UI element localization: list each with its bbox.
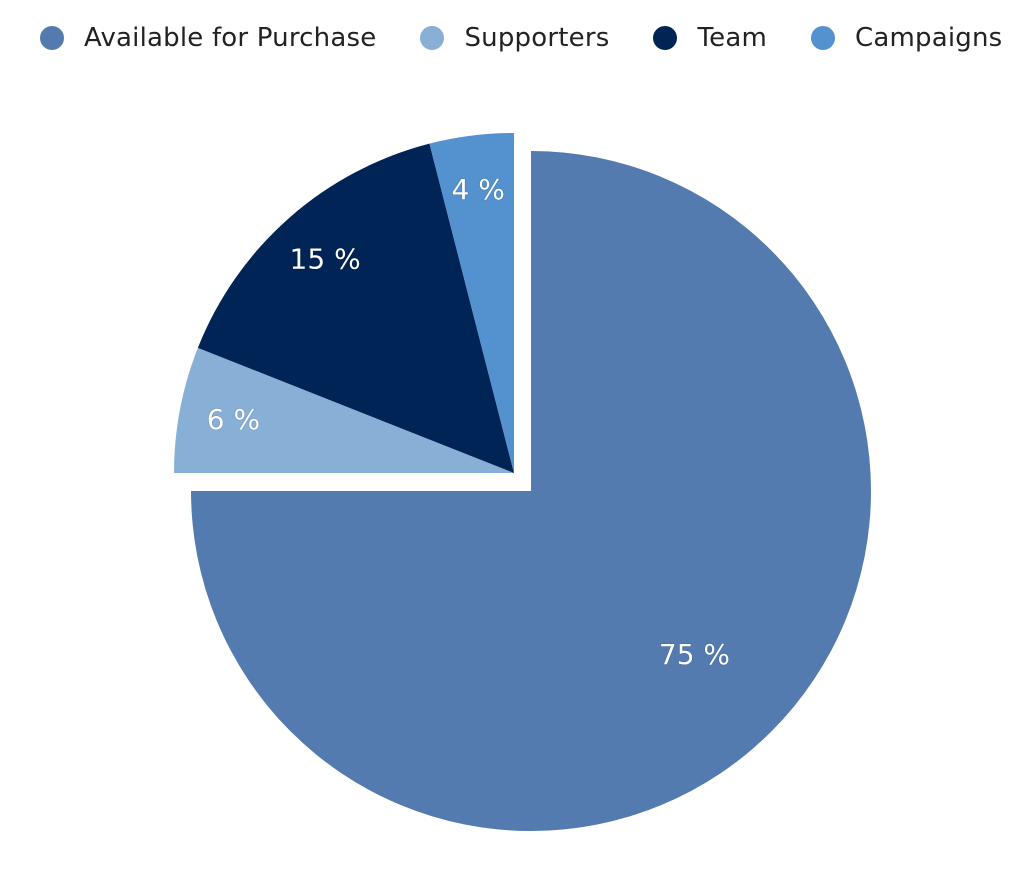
chart-legend: Available for Purchase Supporters Team C… <box>40 18 1002 58</box>
legend-item-team[interactable]: Team <box>653 23 767 53</box>
legend-item-campaigns[interactable]: Campaigns <box>810 23 1003 53</box>
pie-slice-label: 15 % <box>290 242 361 275</box>
legend-label: Campaigns <box>854 23 1003 53</box>
legend-swatch <box>420 26 445 50</box>
legend-label: Available for Purchase <box>84 23 377 53</box>
legend-item-available-for-purchase[interactable]: Available for Purchase <box>40 23 376 53</box>
legend-item-supporters[interactable]: Supporters <box>420 23 609 53</box>
pie-slice-campaigns[interactable] <box>429 133 514 473</box>
legend-swatch <box>653 26 678 50</box>
pie-slice-label: 6 % <box>207 403 260 436</box>
legend-label: Supporters <box>464 23 610 53</box>
pie-slice-label: 75 % <box>659 638 730 671</box>
pie-slice-supporters[interactable] <box>174 347 514 473</box>
pie-slice-available-for-purchase[interactable] <box>191 151 871 831</box>
legend-swatch <box>810 26 835 50</box>
legend-swatch <box>40 26 64 50</box>
pie-slice-team[interactable] <box>197 143 514 473</box>
legend-label: Team <box>697 23 767 53</box>
pie-slice-label: 4 % <box>452 173 505 206</box>
